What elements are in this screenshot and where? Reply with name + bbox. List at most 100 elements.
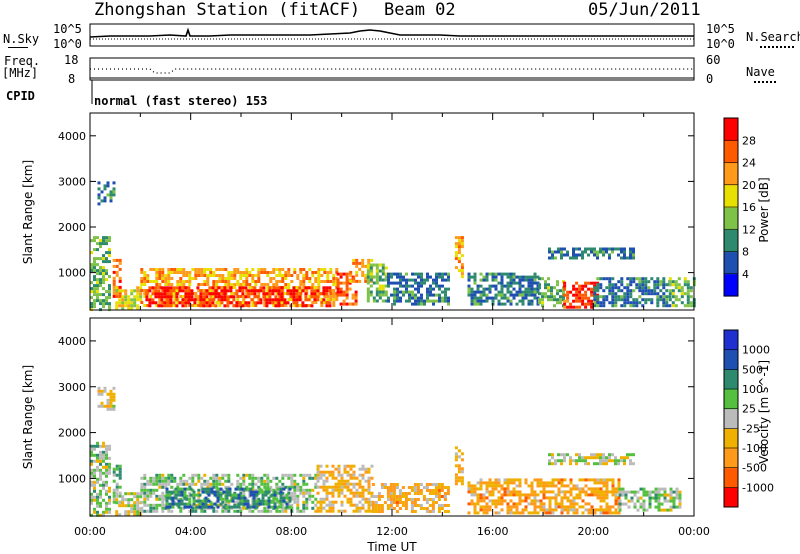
scatter-cell <box>566 453 569 457</box>
scatter-cell <box>557 502 561 506</box>
scatter-cell <box>683 292 687 296</box>
scatter-cell <box>645 493 649 497</box>
scatter-cell <box>575 508 579 512</box>
scatter-cell <box>611 511 615 515</box>
scatter-cell <box>167 473 171 477</box>
scatter-cell <box>167 283 171 286</box>
scatter-cell <box>590 305 594 309</box>
scatter-cell <box>641 298 645 302</box>
scatter-cell <box>170 268 174 271</box>
scatter-cell <box>432 293 435 297</box>
scatter-cell <box>90 483 93 487</box>
scatter-cell <box>428 510 432 513</box>
scatter-cell <box>399 278 402 282</box>
velocity-colorbar-label: Velocity [m s^-1] <box>757 360 771 464</box>
scatter-cell <box>143 503 147 507</box>
scatter-cell <box>260 482 264 486</box>
scatter-cell <box>170 271 174 274</box>
scatter-cell <box>179 509 183 513</box>
scatter-cell <box>102 498 105 502</box>
scatter-cell <box>404 495 408 498</box>
scatter-cell <box>396 272 399 276</box>
scatter-cell <box>428 489 432 492</box>
colorbar-swatch <box>724 118 738 141</box>
scatter-cell <box>551 511 555 515</box>
scatter-cell <box>413 501 417 504</box>
scatter-cell <box>290 497 294 501</box>
scatter-cell <box>494 478 498 482</box>
scatter-cell <box>539 478 543 482</box>
scatter-cell <box>287 283 291 286</box>
scatter-cell <box>402 293 405 297</box>
scatter-cell <box>560 253 563 257</box>
scatter-cell <box>378 293 382 297</box>
scatter-cell <box>230 292 234 295</box>
scatter-cell <box>112 264 116 268</box>
scatter-cell <box>239 491 243 495</box>
scatter-cell <box>345 272 349 276</box>
scatter-cell <box>602 304 606 308</box>
scatter-cell <box>234 505 238 509</box>
scatter-cell <box>90 263 93 267</box>
scatter-cell <box>654 493 658 497</box>
scatter-cell <box>375 266 379 270</box>
scatter-cell <box>266 476 270 480</box>
scatter-cell <box>152 268 156 271</box>
scatter-cell <box>265 304 269 308</box>
scatter-cell <box>575 493 579 497</box>
scatter-cell <box>328 286 332 290</box>
scatter-cell <box>620 304 624 308</box>
scatter-cell <box>325 292 329 296</box>
scatter-cell <box>218 479 222 483</box>
scatter-cell <box>644 277 648 281</box>
scatter-cell <box>118 494 122 498</box>
scatter-cell <box>460 452 464 456</box>
scatter-cell <box>632 247 635 251</box>
scatter-cell <box>366 272 370 276</box>
scatter-cell <box>258 490 262 494</box>
scatter-cell <box>288 499 292 503</box>
scatter-cell <box>345 284 349 288</box>
scatter-cell <box>605 277 609 281</box>
scatter-cell <box>169 304 173 308</box>
scatter-cell <box>506 290 510 294</box>
scatter-cell <box>281 503 285 507</box>
scatter-cell <box>194 268 198 271</box>
scatter-cell <box>608 256 611 260</box>
scatter-cell <box>460 254 464 258</box>
scatter-cell <box>133 501 137 505</box>
scatter-cell <box>155 479 159 483</box>
scatter-cell <box>454 266 458 270</box>
scatter-cell <box>479 302 483 306</box>
scatter-cell <box>322 482 326 486</box>
scatter-cell <box>322 485 326 489</box>
scatter-cell <box>530 481 534 485</box>
scatter-cell <box>253 295 257 299</box>
scatter-cell <box>380 510 384 513</box>
scatter-cell <box>542 502 546 506</box>
scatter-cell <box>494 505 498 509</box>
scatter-cell <box>99 278 102 282</box>
scatter-cell <box>512 272 516 276</box>
scatter-cell <box>405 290 408 294</box>
scatter-cell <box>479 493 483 497</box>
scatter-cell <box>108 501 111 505</box>
scatter-cell <box>281 509 285 513</box>
scatter-cell <box>93 266 96 270</box>
scatter-cell <box>103 199 107 203</box>
scatter-cell <box>257 268 261 271</box>
scatter-cell <box>544 280 547 284</box>
scatter-cell <box>581 490 585 494</box>
scatter-cell <box>533 275 537 279</box>
scatter-cell <box>295 301 299 305</box>
scatter-cell <box>533 281 537 285</box>
scatter-cell <box>242 506 246 510</box>
scatter-cell <box>266 286 270 289</box>
scatter-cell <box>509 281 513 285</box>
scatter-cell <box>605 247 608 251</box>
scatter-cell <box>352 503 356 507</box>
scatter-cell <box>386 492 390 495</box>
scatter-cell <box>512 281 516 285</box>
scatter-cell <box>115 270 119 274</box>
scatter-cell <box>158 473 162 477</box>
